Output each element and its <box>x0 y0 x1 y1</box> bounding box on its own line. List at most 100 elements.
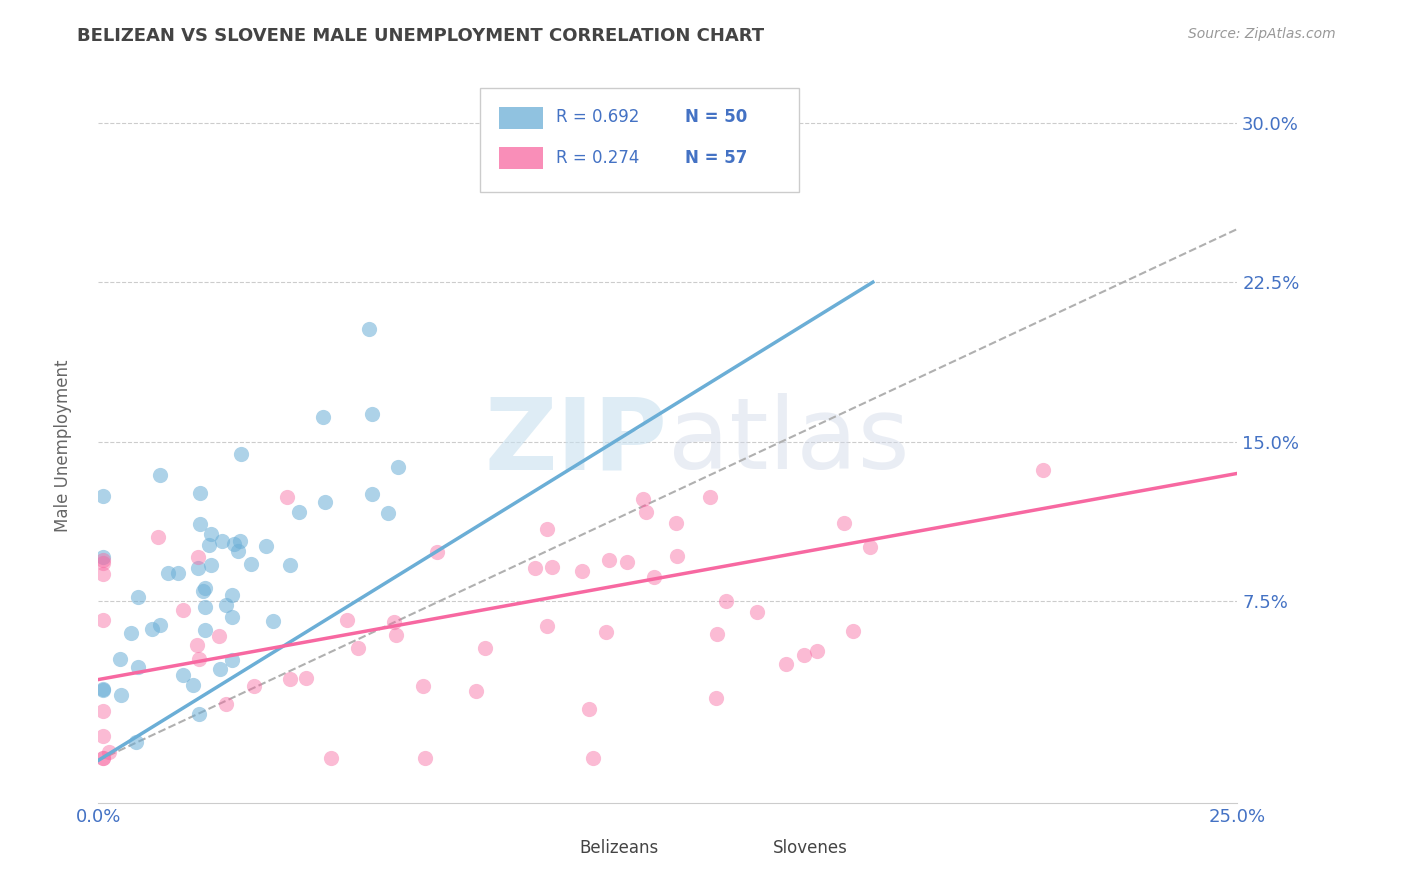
FancyBboxPatch shape <box>499 147 543 169</box>
Point <box>229 447 252 461</box>
Point <box>314 494 336 508</box>
Point <box>222 537 245 551</box>
FancyBboxPatch shape <box>731 841 765 857</box>
Text: R = 0.692: R = 0.692 <box>557 108 640 126</box>
Point <box>319 751 342 765</box>
Point <box>183 678 205 692</box>
Point <box>385 628 408 642</box>
Point <box>465 683 488 698</box>
Point <box>276 490 298 504</box>
Point <box>91 683 114 698</box>
Point <box>636 505 658 519</box>
Point <box>582 751 605 765</box>
Point <box>859 540 882 554</box>
Point <box>98 745 121 759</box>
Point <box>157 566 180 581</box>
Point <box>377 506 399 520</box>
Point <box>571 564 593 578</box>
Point <box>413 751 436 765</box>
Point <box>200 558 222 572</box>
Point <box>714 594 737 608</box>
Text: Source: ZipAtlas.com: Source: ZipAtlas.com <box>1188 27 1336 41</box>
Point <box>91 549 114 564</box>
Point <box>242 679 264 693</box>
Point <box>360 486 382 500</box>
Point <box>793 648 815 662</box>
Point <box>172 603 194 617</box>
Text: ZIP: ZIP <box>485 393 668 490</box>
Point <box>616 555 638 569</box>
Point <box>187 707 209 722</box>
Text: N = 50: N = 50 <box>685 108 747 126</box>
Point <box>665 516 688 530</box>
Point <box>91 566 114 581</box>
Point <box>666 549 689 564</box>
Point <box>91 751 114 765</box>
Point <box>200 526 222 541</box>
Point <box>598 552 620 566</box>
Point <box>524 561 547 575</box>
Point <box>229 534 252 549</box>
Point <box>221 588 243 602</box>
Point <box>141 622 163 636</box>
Point <box>806 643 828 657</box>
Point <box>278 558 301 573</box>
Point <box>91 556 114 570</box>
Text: atlas: atlas <box>668 393 910 490</box>
FancyBboxPatch shape <box>499 107 543 128</box>
Point <box>288 505 311 519</box>
Point <box>191 584 214 599</box>
Point <box>540 560 562 574</box>
Point <box>91 613 114 627</box>
Point <box>198 538 221 552</box>
Point <box>412 679 434 693</box>
Point <box>91 489 114 503</box>
Point <box>704 691 727 706</box>
Point <box>91 682 114 697</box>
Point <box>208 629 231 643</box>
Point <box>387 460 409 475</box>
Point <box>208 662 231 676</box>
Point <box>536 522 558 536</box>
Point <box>336 613 359 627</box>
Point <box>643 570 665 584</box>
Point <box>278 672 301 686</box>
Point <box>295 671 318 685</box>
Point <box>188 516 211 531</box>
Point <box>357 321 380 335</box>
Point <box>172 668 194 682</box>
Point <box>239 558 262 572</box>
Point <box>91 751 114 765</box>
Point <box>775 657 797 671</box>
Point <box>221 609 243 624</box>
Point <box>841 624 863 639</box>
Point <box>187 560 209 574</box>
Point <box>578 702 600 716</box>
Text: BELIZEAN VS SLOVENE MALE UNEMPLOYMENT CORRELATION CHART: BELIZEAN VS SLOVENE MALE UNEMPLOYMENT CO… <box>77 27 765 45</box>
Point <box>146 530 169 544</box>
Point <box>188 485 211 500</box>
Point <box>167 566 190 580</box>
Point <box>474 641 496 656</box>
Point <box>91 553 114 567</box>
Point <box>194 581 217 595</box>
Point <box>262 614 284 628</box>
FancyBboxPatch shape <box>537 841 571 857</box>
Point <box>91 729 114 743</box>
Point <box>215 599 238 613</box>
Text: N = 57: N = 57 <box>685 149 748 167</box>
Point <box>346 641 368 656</box>
Point <box>745 605 768 619</box>
Point <box>194 623 217 637</box>
Point <box>382 615 405 630</box>
Point <box>120 625 142 640</box>
Point <box>186 638 208 652</box>
Point <box>125 735 148 749</box>
Point <box>311 409 333 424</box>
FancyBboxPatch shape <box>479 87 799 193</box>
Point <box>254 539 277 553</box>
Point <box>211 534 233 549</box>
Text: R = 0.274: R = 0.274 <box>557 149 640 167</box>
Point <box>699 490 721 504</box>
Point <box>361 407 384 421</box>
